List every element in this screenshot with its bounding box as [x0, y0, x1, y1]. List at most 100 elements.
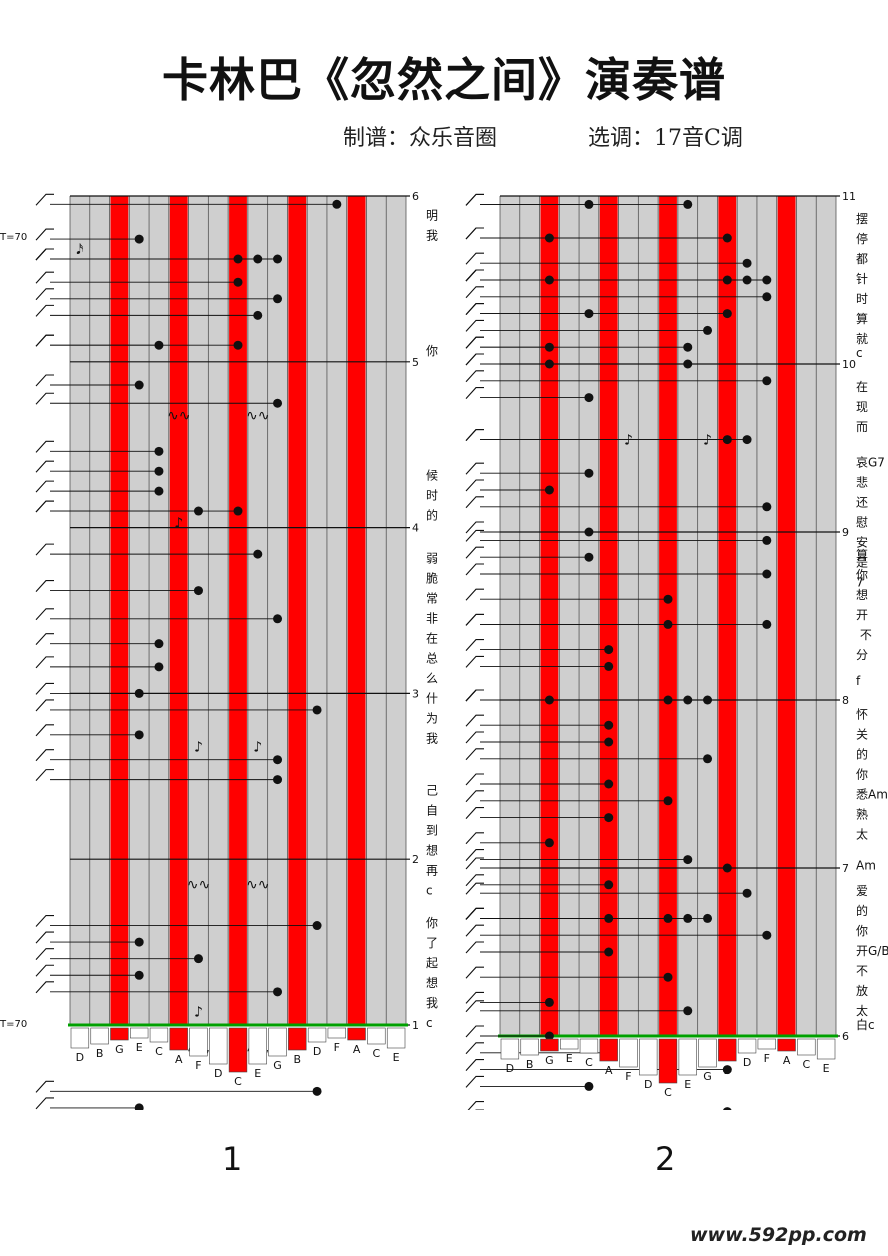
tine-bar	[777, 1038, 796, 1052]
page-number-2: 2	[655, 1140, 676, 1178]
note-dot	[742, 888, 752, 898]
notation-symbol: ♪	[703, 433, 712, 449]
flag-icon	[465, 387, 484, 399]
lyric-line: 不	[856, 964, 868, 978]
flag-icon	[35, 288, 54, 301]
note-dot	[273, 775, 283, 785]
flag-icon	[35, 724, 54, 737]
measure-number: 4	[412, 522, 419, 535]
flag-icon	[35, 580, 54, 592]
note-dot	[134, 937, 144, 947]
page-number-1: 1	[222, 1140, 243, 1178]
note-dot	[253, 310, 263, 320]
lyric-line: 我	[426, 731, 438, 745]
flag-icon	[35, 440, 54, 453]
lyric-text: f	[856, 674, 861, 688]
measure-number: 10	[842, 358, 856, 371]
red-tine-column	[718, 196, 737, 1036]
note-dot	[312, 921, 322, 931]
lyric-line: 到	[426, 824, 438, 838]
notation-symbol: ∿∿	[167, 408, 190, 424]
tine-key-label: G	[545, 1054, 554, 1067]
tine-bar	[327, 1027, 347, 1039]
red-tine-column	[347, 196, 366, 1025]
tine-key-label: G	[115, 1043, 124, 1056]
note-dot	[584, 468, 594, 478]
note-dot	[683, 855, 693, 865]
lyric-line: 哀G7	[856, 454, 885, 469]
note-dot	[134, 380, 144, 390]
note-dot	[703, 325, 713, 335]
notation-symbol: ∿∿	[246, 877, 269, 893]
flag-icon	[35, 608, 54, 621]
notation-symbol: ♪	[253, 739, 262, 755]
tine-key-label: F	[195, 1059, 201, 1072]
lyric-text: 弱脆常非在总么什为我	[426, 551, 438, 745]
note-dot	[544, 485, 554, 495]
flag-icon	[465, 286, 484, 299]
lyric-line: 的	[856, 746, 868, 761]
lyric-line: 为	[426, 711, 438, 725]
tine-key-label: D	[76, 1051, 84, 1064]
note-dot	[154, 486, 164, 496]
tine-bar	[757, 1038, 777, 1050]
tine-bar	[288, 1027, 307, 1051]
lyric-text: 哀G7 悲还慰安是 7	[856, 454, 885, 589]
tine-bar	[500, 1038, 520, 1060]
note-dot	[154, 639, 164, 649]
lyric-line: 么	[426, 671, 438, 685]
lyric-line: c	[426, 1016, 433, 1030]
tine-bar	[658, 1038, 678, 1084]
note-dot	[193, 586, 203, 596]
note-dot	[722, 863, 732, 873]
note-dot	[233, 340, 243, 350]
lyric-line: 什	[426, 691, 438, 705]
tine-key-label: C	[803, 1058, 811, 1071]
note-dot	[584, 393, 594, 403]
lyric-line: 摆	[856, 212, 868, 226]
lyric-line: 非	[426, 611, 438, 625]
flag-icon	[465, 639, 484, 651]
tine-bar	[797, 1038, 816, 1056]
flag-icon	[465, 479, 484, 492]
lyric-line: 想	[426, 843, 438, 858]
lyric-line: 安	[856, 534, 868, 549]
flag-icon	[465, 588, 484, 601]
tine-key-label: A	[175, 1053, 183, 1066]
tine-bar	[816, 1038, 836, 1060]
flag-icon	[465, 991, 484, 1004]
note-dot	[273, 755, 283, 765]
lyric-line: 是	[856, 555, 868, 569]
lyric-line: 你	[426, 344, 438, 358]
tine-bar	[169, 1027, 188, 1051]
lyric-line: 弱	[426, 551, 438, 565]
flag-icon	[465, 252, 484, 265]
flag-icon	[465, 731, 484, 744]
note-dot	[604, 947, 614, 957]
lyric-line: 太	[856, 826, 868, 841]
lyric-line: f	[856, 674, 861, 688]
note-dot	[722, 1065, 732, 1075]
red-tine-column	[110, 196, 129, 1025]
note-dot	[742, 435, 752, 445]
flag-icon	[465, 319, 484, 332]
lyric-line: 放	[856, 983, 868, 998]
flag-icon	[465, 429, 484, 441]
tine-key-label: E	[393, 1051, 400, 1064]
tine-bar	[70, 1027, 90, 1049]
page-title: 卡林巴《忽然之间》演奏谱	[162, 53, 726, 107]
tine-bar	[209, 1027, 228, 1065]
note-dot	[762, 569, 772, 579]
flag-icon	[465, 941, 484, 954]
notation-symbol: ♪	[194, 739, 203, 755]
tine-bar	[559, 1038, 579, 1050]
flag-icon	[465, 496, 484, 509]
tine-key-label: G	[703, 1070, 712, 1083]
flag-icon	[35, 248, 54, 261]
lyric-line: 算	[856, 311, 868, 326]
red-tine-column	[229, 196, 247, 1025]
lyric-line: 明	[426, 208, 438, 222]
note-dot	[722, 233, 732, 243]
tine-bar	[307, 1027, 327, 1043]
tine-key-label: C	[373, 1047, 381, 1060]
